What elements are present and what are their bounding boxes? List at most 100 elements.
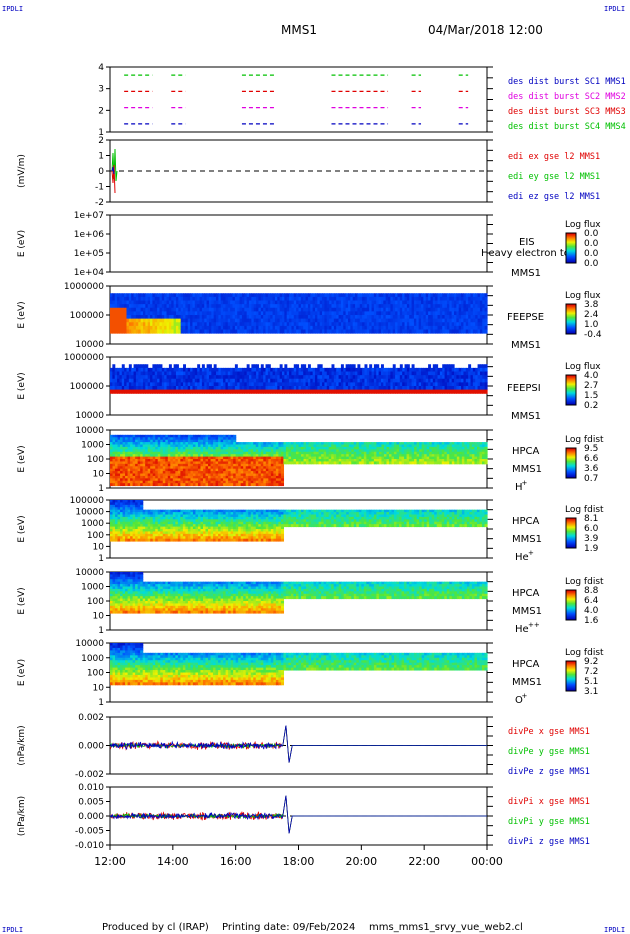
spectrogram-cell [218,382,222,387]
spectrogram-cell [230,461,234,465]
spectrogram-cell [234,311,238,316]
spectrogram-cell [364,329,368,334]
spectrogram-cell [336,382,340,387]
spectrogram-cell [323,442,327,445]
spectrogram-cell [347,389,351,394]
spectrogram-cell [182,471,186,474]
spectrogram-cell [114,304,118,309]
spectrogram-cell [130,463,134,467]
spectrogram-cell [308,461,312,465]
spectrogram-cell [230,437,234,441]
spectrogram-cell [338,322,342,327]
spectrogram-cell [245,480,249,484]
spectrogram-cell [206,375,210,380]
spectrogram-cell [322,293,326,298]
spectrogram-cell [213,473,217,477]
spectrogram-cell [228,451,232,455]
spectrogram-cell [233,461,237,465]
spectrogram-cell [364,311,368,316]
spectrogram-cell [461,315,465,320]
spectrogram-cell [289,307,293,312]
spectrogram-cell [366,456,370,460]
spectrogram-cell [140,389,144,394]
spectrogram-cell [388,454,393,458]
spectrogram-cell [338,367,342,372]
spectrogram-cell [162,478,166,482]
spectrogram-cell [421,311,424,316]
spectrogram-cell [275,451,279,455]
spectrogram-cell [273,466,277,470]
spectrogram-cell [333,293,337,298]
spectrogram-cell [306,451,310,455]
spectrogram-cell [171,367,175,372]
spectrogram-cell [331,293,335,298]
spectrogram-cell [131,325,135,330]
spectrogram-cell [296,293,300,298]
spectrogram-cell [451,296,455,301]
spectrogram-cell [199,378,203,383]
spectrogram-cell [326,304,330,309]
spectrogram-cell [351,461,355,465]
spectrogram-cell [127,468,131,472]
spectrogram-cell [323,451,327,455]
spectrogram-cell [233,449,237,453]
spectrogram-cell [286,304,290,309]
spectrogram-cell [192,315,196,320]
spectrogram-cell [197,329,201,334]
spectrogram-cell [385,375,389,380]
spectrogram-cell [428,322,432,327]
spectrogram-cell [260,300,264,305]
spectrogram-cell [223,483,227,487]
spectrogram-cell [456,371,460,376]
spectrogram-cell [190,329,194,334]
spectrogram-cell [268,480,272,484]
spectrogram-cell [223,367,227,372]
spectrogram-cell [248,466,252,470]
spectrogram-cell [388,442,393,445]
spectrogram-cell [296,325,300,330]
spectrogram-cell [322,304,326,309]
spectrogram-cell [358,449,362,453]
spectrogram-cell [142,304,146,309]
spectrogram-cell [397,311,401,316]
spectrogram-cell [282,329,285,334]
spectrogram-cell [180,459,184,462]
spectrogram-cell [333,382,337,387]
spectrogram-cell [329,378,333,383]
spectrogram-cell [258,463,262,467]
spectrogram-cell [371,456,375,460]
spectrogram-cell [416,315,420,320]
spectrogram-cell [340,293,344,298]
spectrogram-cell [211,382,215,387]
spectrogram-cell [145,315,149,320]
spectrogram-cell [329,300,333,305]
spectrogram-cell [233,434,237,438]
spectrogram-cell [477,325,481,330]
spectrogram-cell [152,483,156,487]
spectrogram-cell [237,322,241,327]
spectrogram-cell [115,471,119,474]
spectrogram-cell [240,454,244,458]
spectrogram-cell [178,293,182,298]
spectrogram-cell [348,456,352,460]
spectrogram-cell [187,437,192,441]
spectrogram-cell [454,367,457,372]
spectrogram-cell [425,315,429,320]
colorbar-cell [566,380,576,382]
spectrogram-cell [130,442,134,445]
spectrogram-cell [376,444,380,448]
spectrogram-cell [446,375,450,380]
spectrogram-cell [284,304,288,309]
spacecraft-label: MMS1 [511,411,541,422]
spectrogram-cell [126,375,130,380]
spectrogram-cell [180,444,184,448]
spectrogram-cell [390,389,394,394]
spectrogram-cell [241,311,245,316]
spectrogram-cell [138,311,142,316]
spectrogram-cell [234,382,238,387]
spectrogram-cell [205,451,209,455]
spectrogram-cell [128,315,132,320]
spectrogram-cell [152,449,156,453]
spectrogram-cell [428,389,432,394]
spectrogram-cell [131,329,135,334]
